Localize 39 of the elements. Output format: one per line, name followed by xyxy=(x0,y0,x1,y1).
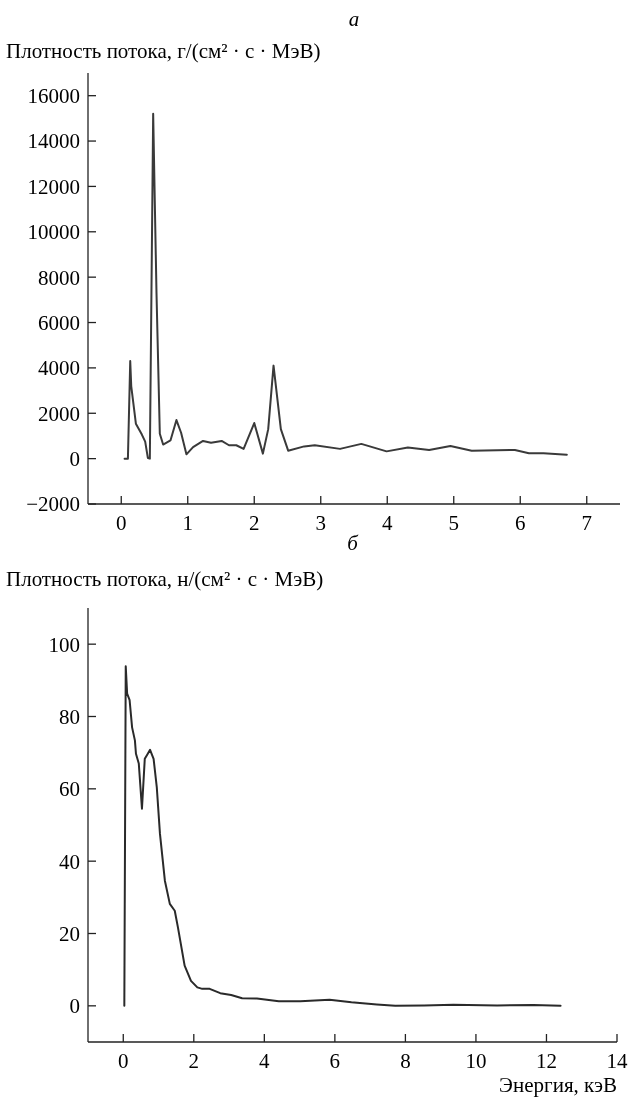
chart-title: а xyxy=(348,7,360,31)
x-tick-label: 4 xyxy=(382,511,393,535)
y-tick-label: 0 xyxy=(69,446,80,471)
y-tick-label: 4000 xyxy=(38,356,80,381)
x-tick-label: 4 xyxy=(259,1049,271,1073)
y-tick-label: 12000 xyxy=(27,174,80,199)
x-tick-label: 0 xyxy=(116,511,127,535)
x-tick-label: 5 xyxy=(448,511,459,535)
x-tick-label: 0 xyxy=(118,1049,129,1073)
x-tick-label: 6 xyxy=(329,1049,341,1073)
y-axis-title: Плотность потока, н/(см² · с · МэВ) xyxy=(6,567,324,591)
y-tick-label: 10000 xyxy=(27,220,80,245)
y-tick-label: 0 xyxy=(69,994,80,1019)
x-tick-label: 7 xyxy=(581,511,592,535)
line-series xyxy=(123,665,562,1007)
x-tick-label: 10 xyxy=(465,1049,487,1073)
y-tick-label: 6000 xyxy=(38,310,80,335)
y-tick-label: 60 xyxy=(59,777,80,802)
chart-title: б xyxy=(347,531,360,555)
x-tick-label: 12 xyxy=(535,1049,557,1073)
y-axis-title: Плотность потока, г/(см² · с · МэВ) xyxy=(6,39,321,63)
x-tick-label: 2 xyxy=(188,1049,200,1073)
x-axis-title: Энергия, кэВ xyxy=(499,1073,617,1097)
line-series xyxy=(123,112,568,460)
x-tick-label: 8 xyxy=(400,1049,411,1073)
x-tick-label: 2 xyxy=(249,511,260,535)
x-tick-label: 14 xyxy=(606,1049,628,1073)
y-tick-label: 100 xyxy=(48,632,80,657)
y-tick-label: 80 xyxy=(59,704,80,729)
y-tick-label: −2000 xyxy=(26,492,80,517)
x-tick-label: 1 xyxy=(182,511,193,535)
y-tick-label: 20 xyxy=(59,921,80,946)
y-tick-label: 40 xyxy=(59,849,80,874)
y-tick-label: 2000 xyxy=(38,401,80,426)
x-tick-label: 6 xyxy=(515,511,526,535)
y-tick-label: 8000 xyxy=(38,265,80,290)
x-tick-label: 3 xyxy=(315,511,326,535)
y-tick-label: 14000 xyxy=(27,129,80,154)
y-tick-label: 16000 xyxy=(27,84,80,109)
